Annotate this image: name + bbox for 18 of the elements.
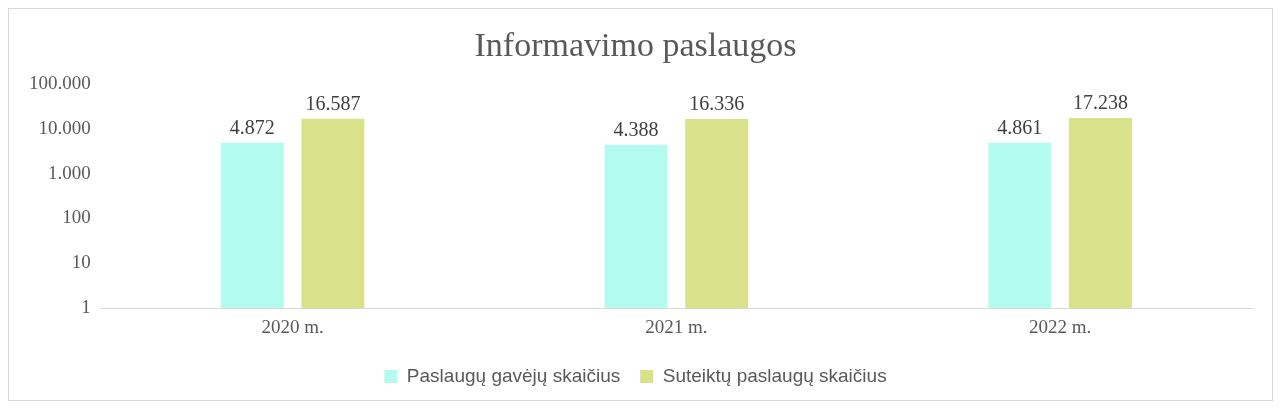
y-tick-label: 10.000	[38, 116, 91, 138]
x-tick-label: 2022 m.	[1028, 315, 1092, 337]
data-label: 4.861	[997, 115, 1043, 138]
data-label: 17.238	[1072, 91, 1128, 114]
x-tick-label: 2021 m.	[645, 315, 708, 337]
y-tick-label: 1	[81, 296, 91, 318]
x-tick-label: 2020 m.	[261, 315, 324, 337]
data-label: 16.587	[305, 92, 361, 115]
y-tick-label: 100.000	[29, 71, 91, 93]
data-label: 4.872	[229, 115, 275, 138]
data-label: 4.388	[613, 117, 659, 140]
y-tick-label: 100	[62, 206, 91, 228]
data-label: 16.336	[689, 92, 745, 115]
legend-label: Paslaugų gavėjų skaičius	[406, 364, 621, 386]
y-tick-label: 10	[71, 251, 91, 273]
y-tick-label: 1.000	[48, 161, 91, 183]
legend-label: Suteiktų paslaugų skaičius	[662, 364, 887, 386]
chart-title: Informavimo paslaugos	[474, 26, 797, 64]
